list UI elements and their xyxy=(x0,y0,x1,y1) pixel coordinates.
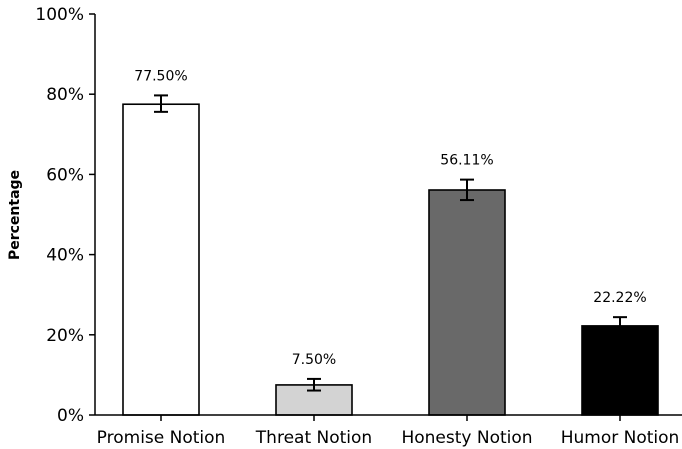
y-tick-label: 20% xyxy=(46,326,84,346)
y-tick-label: 80% xyxy=(46,85,84,105)
axes-layer: Promise Notion Threat Notion Honesty Notio… xyxy=(35,5,682,448)
data-label: 7.50% xyxy=(292,352,336,368)
x-tick-label: Threat Notion xyxy=(255,428,372,448)
error-bars-layer xyxy=(154,94,627,392)
bar-honesty-notion xyxy=(428,189,506,416)
data-label: 77.50% xyxy=(134,68,187,84)
data-labels-layer: 77.50% 7.50% 56.11% 22.22% xyxy=(134,68,646,368)
y-tick-label: 100% xyxy=(35,5,84,25)
x-tick-label: Humor Notion xyxy=(561,428,680,448)
bars-layer xyxy=(122,103,659,416)
y-tick-label: 60% xyxy=(46,165,84,185)
data-label: 56.11% xyxy=(440,153,493,169)
y-tick-label: 0% xyxy=(57,406,84,426)
x-tick-label: Promise Notion xyxy=(97,428,226,448)
y-axis-title: Percentage xyxy=(7,170,23,260)
bar-humor-notion xyxy=(581,325,659,416)
data-label: 22.22% xyxy=(593,290,646,306)
bar-promise-notion xyxy=(122,103,200,416)
y-tick-label: 40% xyxy=(46,246,84,266)
x-tick-label: Honesty Notion xyxy=(401,428,532,448)
